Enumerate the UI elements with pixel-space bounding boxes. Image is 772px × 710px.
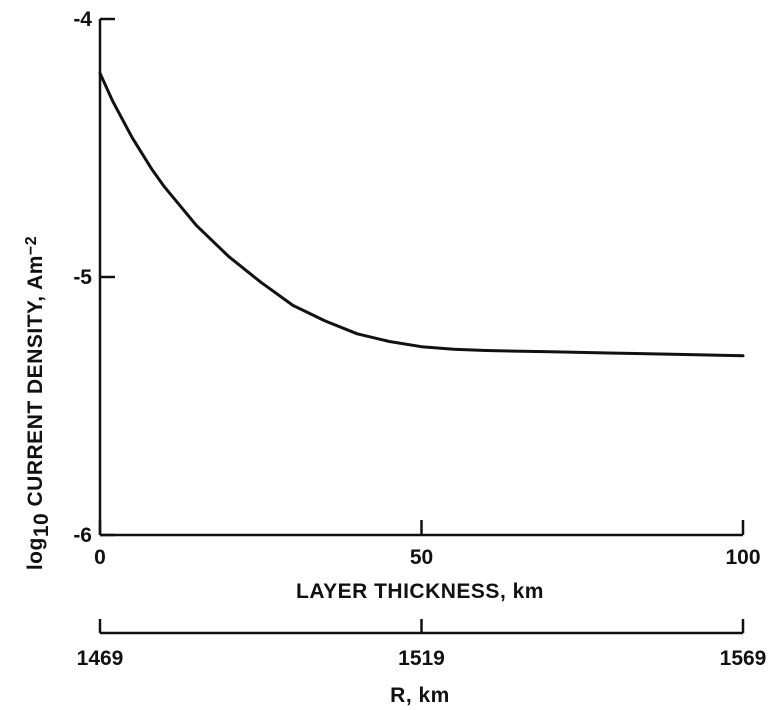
x-tick-label: 0 (94, 546, 106, 569)
data-line (98, 71, 745, 358)
y-tick-label: -4 (73, 8, 92, 31)
secondary-tick-label: 1519 (398, 647, 445, 670)
y-tick-label: -5 (73, 266, 92, 289)
secondary-axis-ticks: 1469 1519 1569 (77, 619, 767, 670)
x-axis-title: LAYER THICKNESS, km (296, 580, 544, 603)
y-ticks: -4 -5 -6 (73, 8, 115, 547)
x-tick-label: 50 (410, 546, 433, 569)
secondary-axis-title: R, km (390, 684, 450, 707)
secondary-tick-label: 1569 (720, 647, 767, 670)
y-tick-label: -6 (73, 524, 92, 547)
y-axis-title: log10 CURRENT DENSITY, Am−2 (23, 236, 54, 570)
x-tick-label: 100 (725, 546, 760, 569)
y-axis-title-main: CURRENT DENSITY, Am (24, 255, 47, 513)
y-axis-title-superscript: −2 (23, 236, 40, 255)
x-ticks: 0 50 100 (94, 520, 761, 569)
y-axis-title-prefix: log (24, 537, 47, 570)
secondary-tick-label: 1469 (77, 647, 124, 670)
y-axis-title-subscript: 10 (30, 513, 53, 537)
